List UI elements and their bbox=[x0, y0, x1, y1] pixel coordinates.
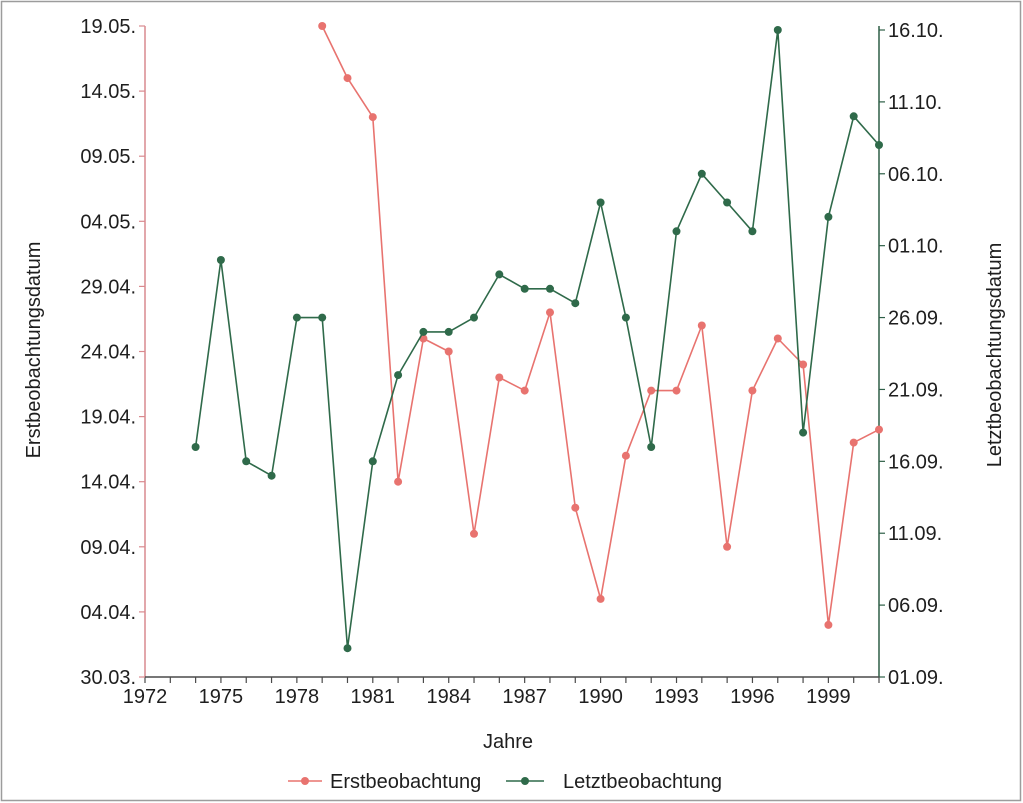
legend-item-erstbeobachtung: Erstbeobachtung bbox=[288, 771, 481, 793]
left-tick-label: 24.04. bbox=[80, 342, 136, 364]
series-line-letztbeobachtung bbox=[194, 29, 880, 650]
right-tick-label: 06.10. bbox=[888, 164, 944, 186]
x-tick-label: 1996 bbox=[730, 686, 775, 708]
data-point-letztbeobachtung bbox=[343, 644, 352, 653]
data-point-letztbeobachtung bbox=[824, 212, 833, 221]
x-axis-title: Jahre bbox=[483, 731, 533, 753]
data-point-letztbeobachtung bbox=[773, 26, 782, 34]
data-point-letztbeobachtung bbox=[875, 141, 883, 149]
left-tick-label: 14.05. bbox=[80, 81, 136, 103]
data-point-letztbeobachtung bbox=[191, 443, 200, 451]
data-point-erstbeobachtung bbox=[394, 477, 403, 486]
legend-label-erstbeobachtung: Erstbeobachtung bbox=[330, 771, 481, 793]
data-point-erstbeobachtung bbox=[571, 503, 580, 512]
right-tick-label: 01.10. bbox=[888, 236, 944, 258]
series-line-erstbeobachtung bbox=[321, 25, 880, 626]
data-point-erstbeobachtung bbox=[672, 386, 681, 395]
data-point-erstbeobachtung bbox=[748, 386, 757, 395]
data-point-erstbeobachtung bbox=[773, 334, 782, 343]
right-tick-label: 21.09. bbox=[888, 379, 944, 401]
left-tick-label: 04.05. bbox=[80, 211, 136, 233]
data-point-erstbeobachtung bbox=[343, 74, 352, 83]
data-point-erstbeobachtung bbox=[495, 373, 504, 382]
data-point-letztbeobachtung bbox=[672, 227, 681, 236]
data-point-erstbeobachtung bbox=[596, 594, 605, 603]
left-tick-label: 30.03. bbox=[80, 667, 136, 689]
right-tick-label: 16.10. bbox=[888, 20, 944, 42]
legend-marker-erstbeobachtung bbox=[301, 777, 309, 785]
left-tick-label: 29.04. bbox=[80, 276, 136, 298]
data-point-letztbeobachtung bbox=[394, 371, 403, 380]
right-tick-label: 16.09. bbox=[888, 451, 944, 473]
data-point-erstbeobachtung bbox=[546, 308, 554, 317]
axis-ticks: 1972 1975 1978 1981 1984 1987 1990 1993 1996 1999… bbox=[80, 16, 943, 708]
legend-marker-letztbeobachtung bbox=[521, 777, 529, 785]
data-point-letztbeobachtung bbox=[647, 443, 656, 451]
data-point-letztbeobachtung bbox=[368, 457, 377, 466]
x-tick-label: 1993 bbox=[654, 686, 699, 708]
x-tick-label: 1987 bbox=[502, 686, 547, 708]
left-tick-label: 09.04. bbox=[80, 537, 136, 559]
data-point-erstbeobachtung bbox=[824, 620, 833, 629]
x-tick-label: 1978 bbox=[275, 686, 320, 708]
x-tick-label: 1999 bbox=[806, 686, 851, 708]
data-point-erstbeobachtung bbox=[444, 347, 453, 356]
data-point-erstbeobachtung bbox=[849, 438, 858, 447]
data-point-erstbeobachtung bbox=[697, 321, 706, 330]
data-point-letztbeobachtung bbox=[571, 299, 580, 308]
data-point-erstbeobachtung bbox=[318, 22, 327, 30]
legend-item-letztbeobachtung: Letztbeobachtung bbox=[506, 771, 722, 793]
data-point-letztbeobachtung bbox=[419, 327, 428, 336]
series-layer bbox=[191, 22, 883, 653]
data-point-erstbeobachtung bbox=[723, 542, 732, 551]
data-point-letztbeobachtung bbox=[444, 327, 453, 336]
data-point-letztbeobachtung bbox=[242, 457, 251, 466]
data-point-erstbeobachtung bbox=[470, 529, 478, 538]
legend: Erstbeobachtung Letztbeobachtung bbox=[288, 771, 722, 793]
data-point-letztbeobachtung bbox=[697, 169, 706, 178]
data-point-letztbeobachtung bbox=[267, 471, 276, 480]
data-point-erstbeobachtung bbox=[520, 386, 529, 395]
data-point-erstbeobachtung bbox=[621, 451, 630, 460]
right-tick-label: 26.09. bbox=[888, 308, 944, 330]
left-tick-label: 04.04. bbox=[80, 602, 136, 624]
data-point-letztbeobachtung bbox=[799, 428, 808, 437]
left-tick-label: 19.05. bbox=[80, 16, 136, 38]
x-tick-label: 1990 bbox=[578, 686, 623, 708]
data-point-letztbeobachtung bbox=[621, 313, 630, 322]
data-point-erstbeobachtung bbox=[875, 425, 883, 434]
left-tick-label: 09.05. bbox=[80, 146, 136, 168]
data-point-letztbeobachtung bbox=[318, 313, 327, 322]
data-point-letztbeobachtung bbox=[292, 313, 301, 322]
right-tick-label: 06.09. bbox=[888, 595, 944, 617]
right-axis-title: Letztbeobachtungsdatum bbox=[984, 243, 1006, 468]
data-point-letztbeobachtung bbox=[470, 313, 478, 322]
data-point-erstbeobachtung bbox=[647, 386, 656, 395]
left-tick-label: 19.04. bbox=[80, 407, 136, 429]
data-point-erstbeobachtung bbox=[368, 113, 377, 122]
x-tick-label: 1975 bbox=[199, 686, 244, 708]
axes bbox=[144, 26, 880, 678]
right-tick-label: 01.09. bbox=[888, 667, 944, 689]
data-point-letztbeobachtung bbox=[520, 284, 529, 293]
data-point-letztbeobachtung bbox=[849, 112, 858, 121]
left-axis-title: Erstbeobachtungsdatum bbox=[23, 242, 45, 459]
data-point-letztbeobachtung bbox=[596, 198, 605, 207]
data-point-erstbeobachtung bbox=[799, 360, 808, 369]
right-tick-label: 11.10. bbox=[888, 92, 942, 114]
left-tick-label: 14.04. bbox=[80, 472, 136, 494]
x-tick-label: 1984 bbox=[426, 686, 471, 708]
right-tick-label: 11.09. bbox=[888, 523, 942, 545]
data-point-letztbeobachtung bbox=[495, 270, 504, 279]
legend-label-letztbeobachtung: Letztbeobachtung bbox=[563, 771, 722, 793]
data-point-letztbeobachtung bbox=[723, 198, 732, 207]
x-tick-label: 1972 bbox=[123, 686, 168, 708]
data-point-letztbeobachtung bbox=[216, 256, 225, 264]
data-point-letztbeobachtung bbox=[546, 284, 554, 293]
data-point-letztbeobachtung bbox=[748, 227, 757, 236]
x-tick-label: 1981 bbox=[351, 686, 396, 708]
